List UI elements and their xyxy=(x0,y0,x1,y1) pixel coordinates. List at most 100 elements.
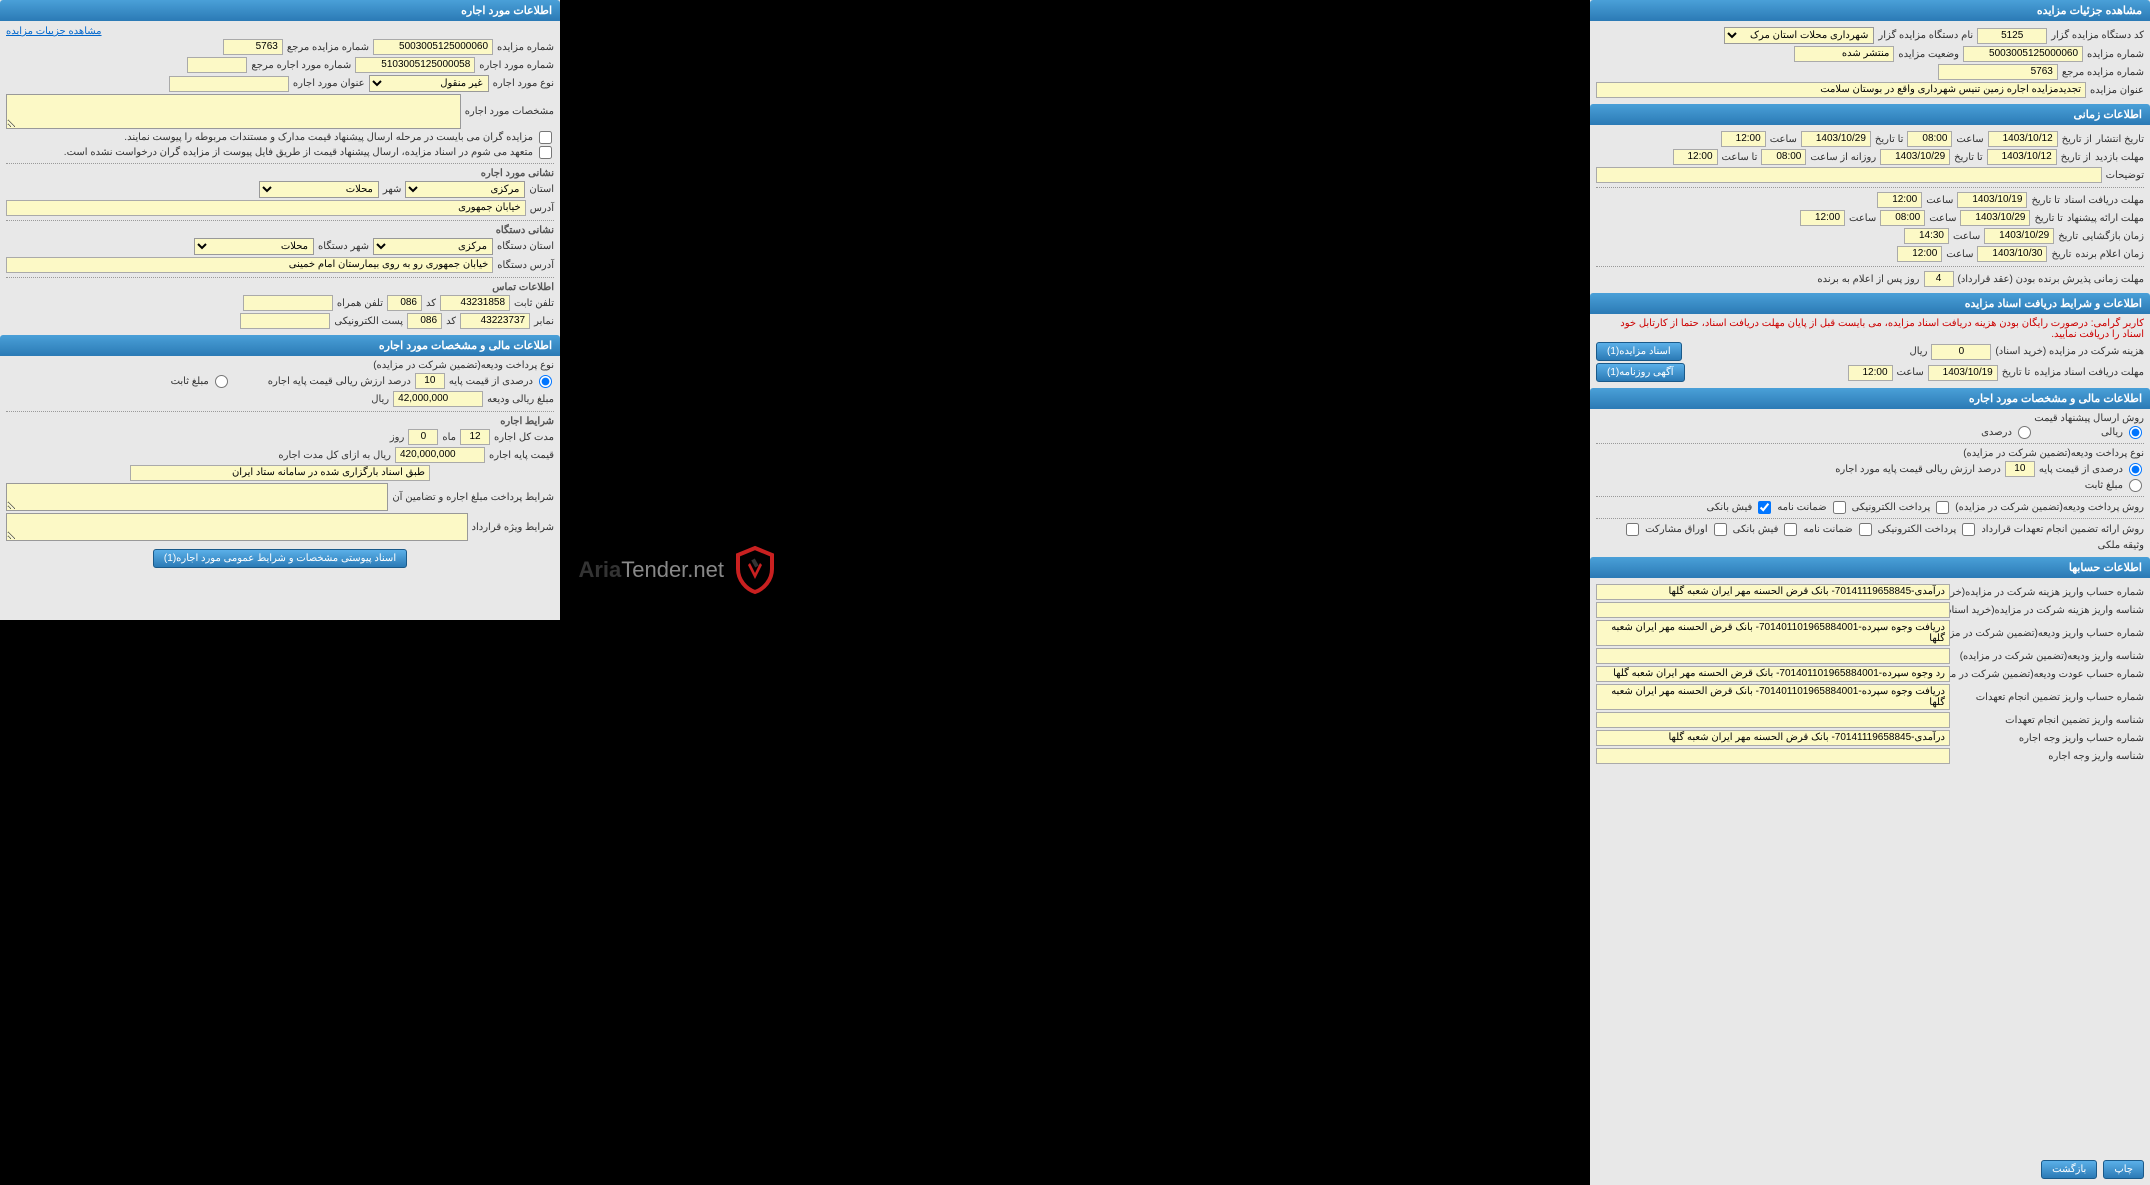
chk-epos[interactable] xyxy=(1936,501,1949,514)
lbl-open: زمان بازگشایی xyxy=(2082,231,2144,242)
lbl-renttype: نوع مورد اجاره xyxy=(493,78,554,89)
lbl-paymethod: روش پرداخت ودیعه(تضمین شرکت در مزایده) xyxy=(1955,502,2144,513)
lbl-acc3: شماره حساب واریز ودیعه(تضمین شرکت در مزا… xyxy=(1954,628,2144,639)
lbl-opendate: تاریخ xyxy=(2058,231,2078,242)
lbl-orgcity: شهر دستگاه xyxy=(318,241,369,252)
txt-specialcond[interactable] xyxy=(6,513,468,541)
lbl-acc4: شناسه واریز ودیعه(تضمین شرکت در مزایده) xyxy=(1954,651,2144,662)
fld-opendate: 1403/10/29 xyxy=(1984,228,2054,244)
lbl-fcode: کد xyxy=(446,316,456,327)
fld-acc3: دریافت وجوه سپرده-701401101965884001- با… xyxy=(1596,620,1950,646)
fld-visitto: 1403/10/29 xyxy=(1880,149,1950,165)
lbl-from: از تاریخ xyxy=(2062,134,2092,145)
lbl-pctbase-l: درصدی از قیمت پایه xyxy=(449,376,533,387)
lbl-auctnum: شماره مزایده xyxy=(2087,49,2144,60)
lbl-code: کد دستگاه مزایده گزار xyxy=(2051,30,2144,41)
link-details[interactable]: مشاهده جزییات مزایده xyxy=(6,26,102,37)
lbl-sendmethod: روش ارسال پیشنهاد قیمت xyxy=(1596,413,2144,424)
hdr-time: اطلاعات زمانی xyxy=(1590,104,2150,125)
fld-acc7 xyxy=(1596,712,1950,728)
lbl-specialcond: شرایط ویژه قرارداد xyxy=(472,522,554,533)
logo: AriaTender.net xyxy=(560,540,780,600)
btn-docs[interactable]: اسناد مزایده(1) xyxy=(1596,342,1682,361)
lbl-rentnum: شماره مورد اجاره xyxy=(479,60,554,71)
chk-guar[interactable] xyxy=(1833,501,1846,514)
fld-pcode: 086 xyxy=(387,295,422,311)
lbl-acc1: شماره حساب واریز هزینه شرکت در مزایده(خر… xyxy=(1954,587,2144,598)
radio-fixed-l[interactable] xyxy=(215,375,228,388)
lbl-rial1: ریال xyxy=(1909,346,1927,357)
fld-phone: 43231858 xyxy=(440,295,510,311)
hdr-fin-l: اطلاعات مالی و مشخصات مورد اجاره xyxy=(0,335,560,356)
sel-org[interactable]: شهرداری محلات استان مرک xyxy=(1724,27,1874,44)
sel-renttype[interactable]: غیر منقول xyxy=(369,75,489,92)
fld-auctnum-l: 5003005125000060 xyxy=(373,39,493,55)
fld-renttitle xyxy=(169,76,289,92)
chk-bank2[interactable] xyxy=(1784,523,1797,536)
lbl-guarantee-method: روش ارائه تضمین انجام تعهدات قرارداد xyxy=(1981,524,2144,535)
sel-city[interactable]: محلات xyxy=(259,181,379,198)
radio-fixed-r[interactable] xyxy=(2129,479,2142,492)
chk-epos2[interactable] xyxy=(1962,523,1975,536)
fld-pctbase-r: 10 xyxy=(2005,461,2035,477)
sub-addr: نشانی مورد اجاره xyxy=(6,168,554,179)
sel-orgprov[interactable]: مرکزی xyxy=(373,238,493,255)
chk-guar2[interactable] xyxy=(1859,523,1872,536)
txt-rentspec[interactable] xyxy=(6,94,461,129)
lbl-deptype-l: نوع پرداخت ودیعه(تضمین شرکت در مزایده) xyxy=(6,360,554,371)
lbl-note2: متعهد می شوم در اسناد مزایده، ارسال پیشن… xyxy=(64,147,533,158)
fld-fax: 43223737 xyxy=(460,313,530,329)
lbl-time2: ساعت xyxy=(1770,134,1797,145)
chk-note1[interactable] xyxy=(539,131,552,144)
radio-pct[interactable] xyxy=(2018,426,2031,439)
redwarn: کاربر گرامی: درصورت رایگان بودن هزینه در… xyxy=(1596,318,2144,340)
fld-docrecvto: 1403/10/19 xyxy=(1957,192,2027,208)
btn-print[interactable]: چاپ xyxy=(2103,1160,2144,1179)
fld-visitfrom: 1403/10/12 xyxy=(1987,149,2057,165)
fld-pubfromt: 08:00 xyxy=(1907,131,1952,147)
txt-paycond[interactable] xyxy=(6,483,388,511)
lbl-renttitle: عنوان مورد اجاره xyxy=(293,78,365,89)
lbl-bank: فیش بانکی xyxy=(1707,502,1753,513)
radio-pctbase-l[interactable] xyxy=(539,375,552,388)
fld-mobile xyxy=(243,295,333,311)
lbl-daily: روزانه از ساعت xyxy=(1810,152,1876,163)
lbl-pub: تاریخ انتشار xyxy=(2096,134,2144,145)
chk-bank[interactable] xyxy=(1758,501,1771,514)
radio-pctbase-r[interactable] xyxy=(2129,463,2142,476)
chk-note2[interactable] xyxy=(539,146,552,159)
fld-offerft: 08:00 xyxy=(1880,210,1925,226)
lbl-time1: ساعت xyxy=(1956,134,1983,145)
fld-offert: 12:00 xyxy=(1800,210,1845,226)
lbl-epos: پرداخت الکترونیکی xyxy=(1852,502,1931,513)
lbl-time6: ساعت xyxy=(1946,249,1973,260)
fld-acc6: دریافت وجوه سپرده-701401101965884001- با… xyxy=(1596,684,1950,710)
fld-addr: خیابان جمهوری xyxy=(6,200,526,216)
fld-desc xyxy=(1596,167,2102,183)
radio-rial[interactable] xyxy=(2129,426,2142,439)
fld-days: 0 xyxy=(408,429,438,445)
chk-prop[interactable] xyxy=(1626,523,1639,536)
btn-back[interactable]: بازگشت xyxy=(2041,1160,2097,1179)
fld-wint: 12:00 xyxy=(1897,246,1942,262)
lbl-ref: شماره مزایده مرجع xyxy=(2062,67,2144,78)
sel-prov[interactable]: مرکزی xyxy=(405,181,525,198)
lbl-depamt: مبلغ ریالی ودیعه xyxy=(487,394,554,405)
lbl-time3: ساعت xyxy=(1926,195,1953,206)
lbl-time7: ساعت xyxy=(1897,367,1924,378)
sel-orgcity[interactable]: محلات xyxy=(194,238,314,255)
lbl-time4: ساعت xyxy=(1929,213,1956,224)
lbl-acc7: شناسه واریز تضمین انجام تعهدات xyxy=(1954,715,2144,726)
btn-news[interactable]: آگهی روزنامه(1) xyxy=(1596,363,1685,382)
fld-acc2 xyxy=(1596,602,1950,618)
btn-attach[interactable]: اسناد پیوستی مشخصات و شرایط عمومی مورد ا… xyxy=(153,549,407,568)
fld-pctbase-l: 10 xyxy=(415,373,445,389)
lbl-addr: آدرس xyxy=(530,203,554,214)
lbl-ref-l: شماره مزایده مرجع xyxy=(287,42,369,53)
lbl-note1: مزایده گران می بایست در مرحله ارسال پیشن… xyxy=(124,132,533,143)
lbl-duration: مدت کل اجاره xyxy=(494,432,554,443)
lbl-pctbasesuf-l: درصد ارزش ریالی قیمت پایه اجاره xyxy=(268,376,411,387)
chk-stocks[interactable] xyxy=(1714,523,1727,536)
lbl-paycond: شرایط پرداخت مبلغ اجاره و تضامین آن xyxy=(392,492,554,503)
lbl-bank2: فیش بانکی xyxy=(1733,524,1779,535)
